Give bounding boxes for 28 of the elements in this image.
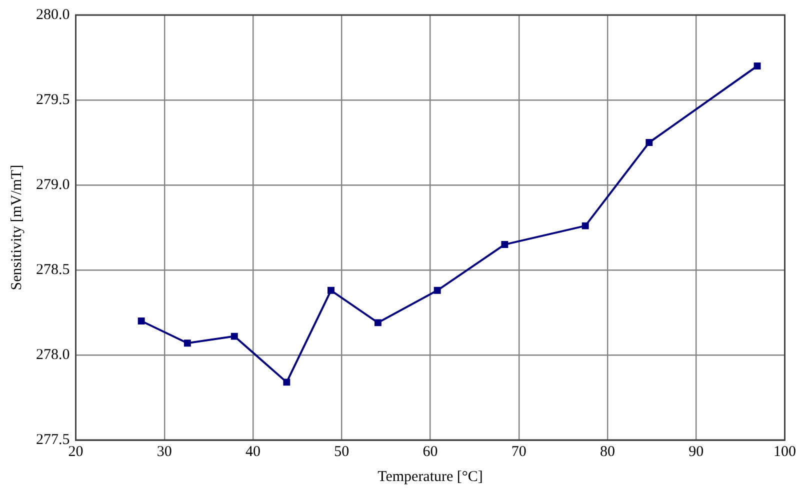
point <box>501 241 508 248</box>
y-tick-label: 278.0 <box>36 346 70 363</box>
y-tick-label: 280.0 <box>36 6 70 23</box>
point <box>328 286 334 294</box>
y-tick-label: 278.5 <box>36 262 70 278</box>
x-tick-label: 90 <box>688 444 704 460</box>
point <box>230 332 238 340</box>
point <box>646 139 653 146</box>
x-tick-label: 50 <box>334 444 350 460</box>
x-tick-label: 100 <box>774 444 796 460</box>
x-axis-title: Temperature [°C] <box>378 468 483 485</box>
y-tick-label: 277.5 <box>36 432 70 448</box>
point <box>754 62 761 70</box>
x-tick-label: 40 <box>246 444 260 460</box>
point <box>582 222 589 230</box>
x-tick-label: 30 <box>156 444 172 460</box>
y-axis-title: Sensitivity [mV/mT] <box>8 164 25 290</box>
x-tick-label: 80 <box>600 444 615 460</box>
x-tick-label: 60 <box>422 444 438 460</box>
point <box>374 319 382 326</box>
x-tick-label: 20 <box>68 444 84 460</box>
point <box>434 286 441 294</box>
point <box>138 318 145 324</box>
x-tick-label: 70 <box>511 444 526 460</box>
point <box>184 340 191 347</box>
y-tick-label: 279.0 <box>36 176 70 193</box>
point <box>283 378 290 386</box>
y-tick-label: 279.5 <box>36 92 70 108</box>
